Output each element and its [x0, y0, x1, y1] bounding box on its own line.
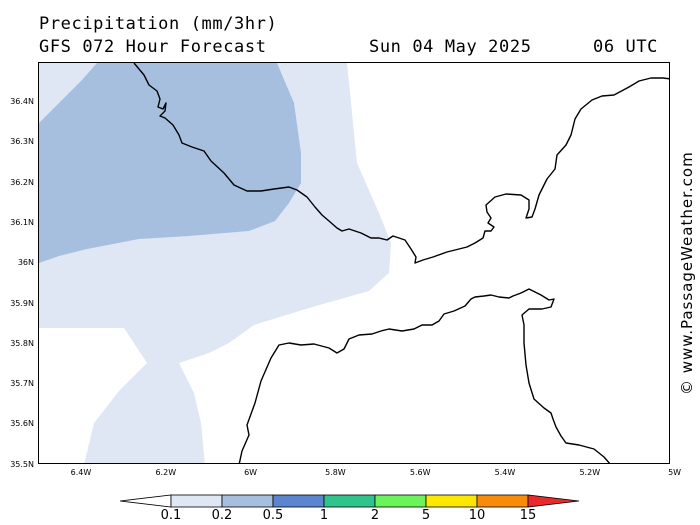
latitude-label: 36.4N — [10, 97, 34, 106]
longitude-label: 5.8W — [325, 468, 346, 477]
legend-swatch — [374, 494, 427, 508]
watermark: © www.PassageWeather.com — [678, 151, 696, 395]
latitude-label: 35.7N — [10, 379, 34, 389]
latitude-label: 36.3N — [10, 137, 34, 147]
longitude-label: 6.4W — [70, 468, 92, 477]
coastline-spain — [133, 63, 669, 264]
legend-label: 2 — [370, 508, 380, 523]
legend-swatch-above — [527, 494, 580, 508]
legend-swatch — [272, 494, 325, 508]
latitude-label: 35.9N — [10, 298, 34, 308]
latitude-label: 36.1N — [10, 217, 34, 227]
longitude-label: 6.2W — [155, 468, 177, 477]
legend-label: 5 — [421, 508, 431, 523]
longitude-label: 5.6W — [409, 468, 431, 477]
longitude-label: 5.4W — [494, 468, 516, 477]
legend-label: 0.2 — [211, 508, 233, 523]
legend-swatch — [323, 494, 376, 508]
legend-label: 0.1 — [160, 508, 182, 523]
forecast-time: 06 UTC — [593, 37, 659, 57]
latitude-label: 35.5N — [10, 459, 34, 469]
legend-swatch — [221, 494, 274, 508]
coastline-morocco — [238, 288, 611, 463]
precipitation-map — [38, 62, 670, 464]
longitude-label: 5W — [668, 468, 682, 477]
legend-label: 1 — [319, 508, 329, 523]
longitude-label: 5.2W — [579, 468, 601, 477]
precip-area-medium — [39, 63, 301, 263]
latitude-label: 36N — [17, 258, 34, 268]
latitude-label: 36.2N — [10, 177, 34, 187]
legend-swatch — [425, 494, 478, 508]
latitude-label: 35.6N — [10, 419, 34, 429]
legend-label: 0.5 — [262, 508, 284, 523]
legend-label: 15 — [519, 508, 537, 523]
chart-title: Precipitation (mm/3hr) — [39, 14, 278, 34]
legend-swatch — [476, 494, 529, 508]
legend-swatch-below — [119, 494, 172, 508]
map-canvas — [39, 63, 669, 463]
latitude-label: 35.8N — [10, 338, 34, 348]
legend-swatch — [170, 494, 223, 508]
legend-label: 10 — [468, 508, 486, 523]
longitude-label: 6W — [244, 468, 258, 477]
coastline — [133, 63, 669, 463]
forecast-subtitle: GFS 072 Hour Forecast — [39, 37, 267, 57]
forecast-date: Sun 04 May 2025 — [369, 37, 532, 57]
